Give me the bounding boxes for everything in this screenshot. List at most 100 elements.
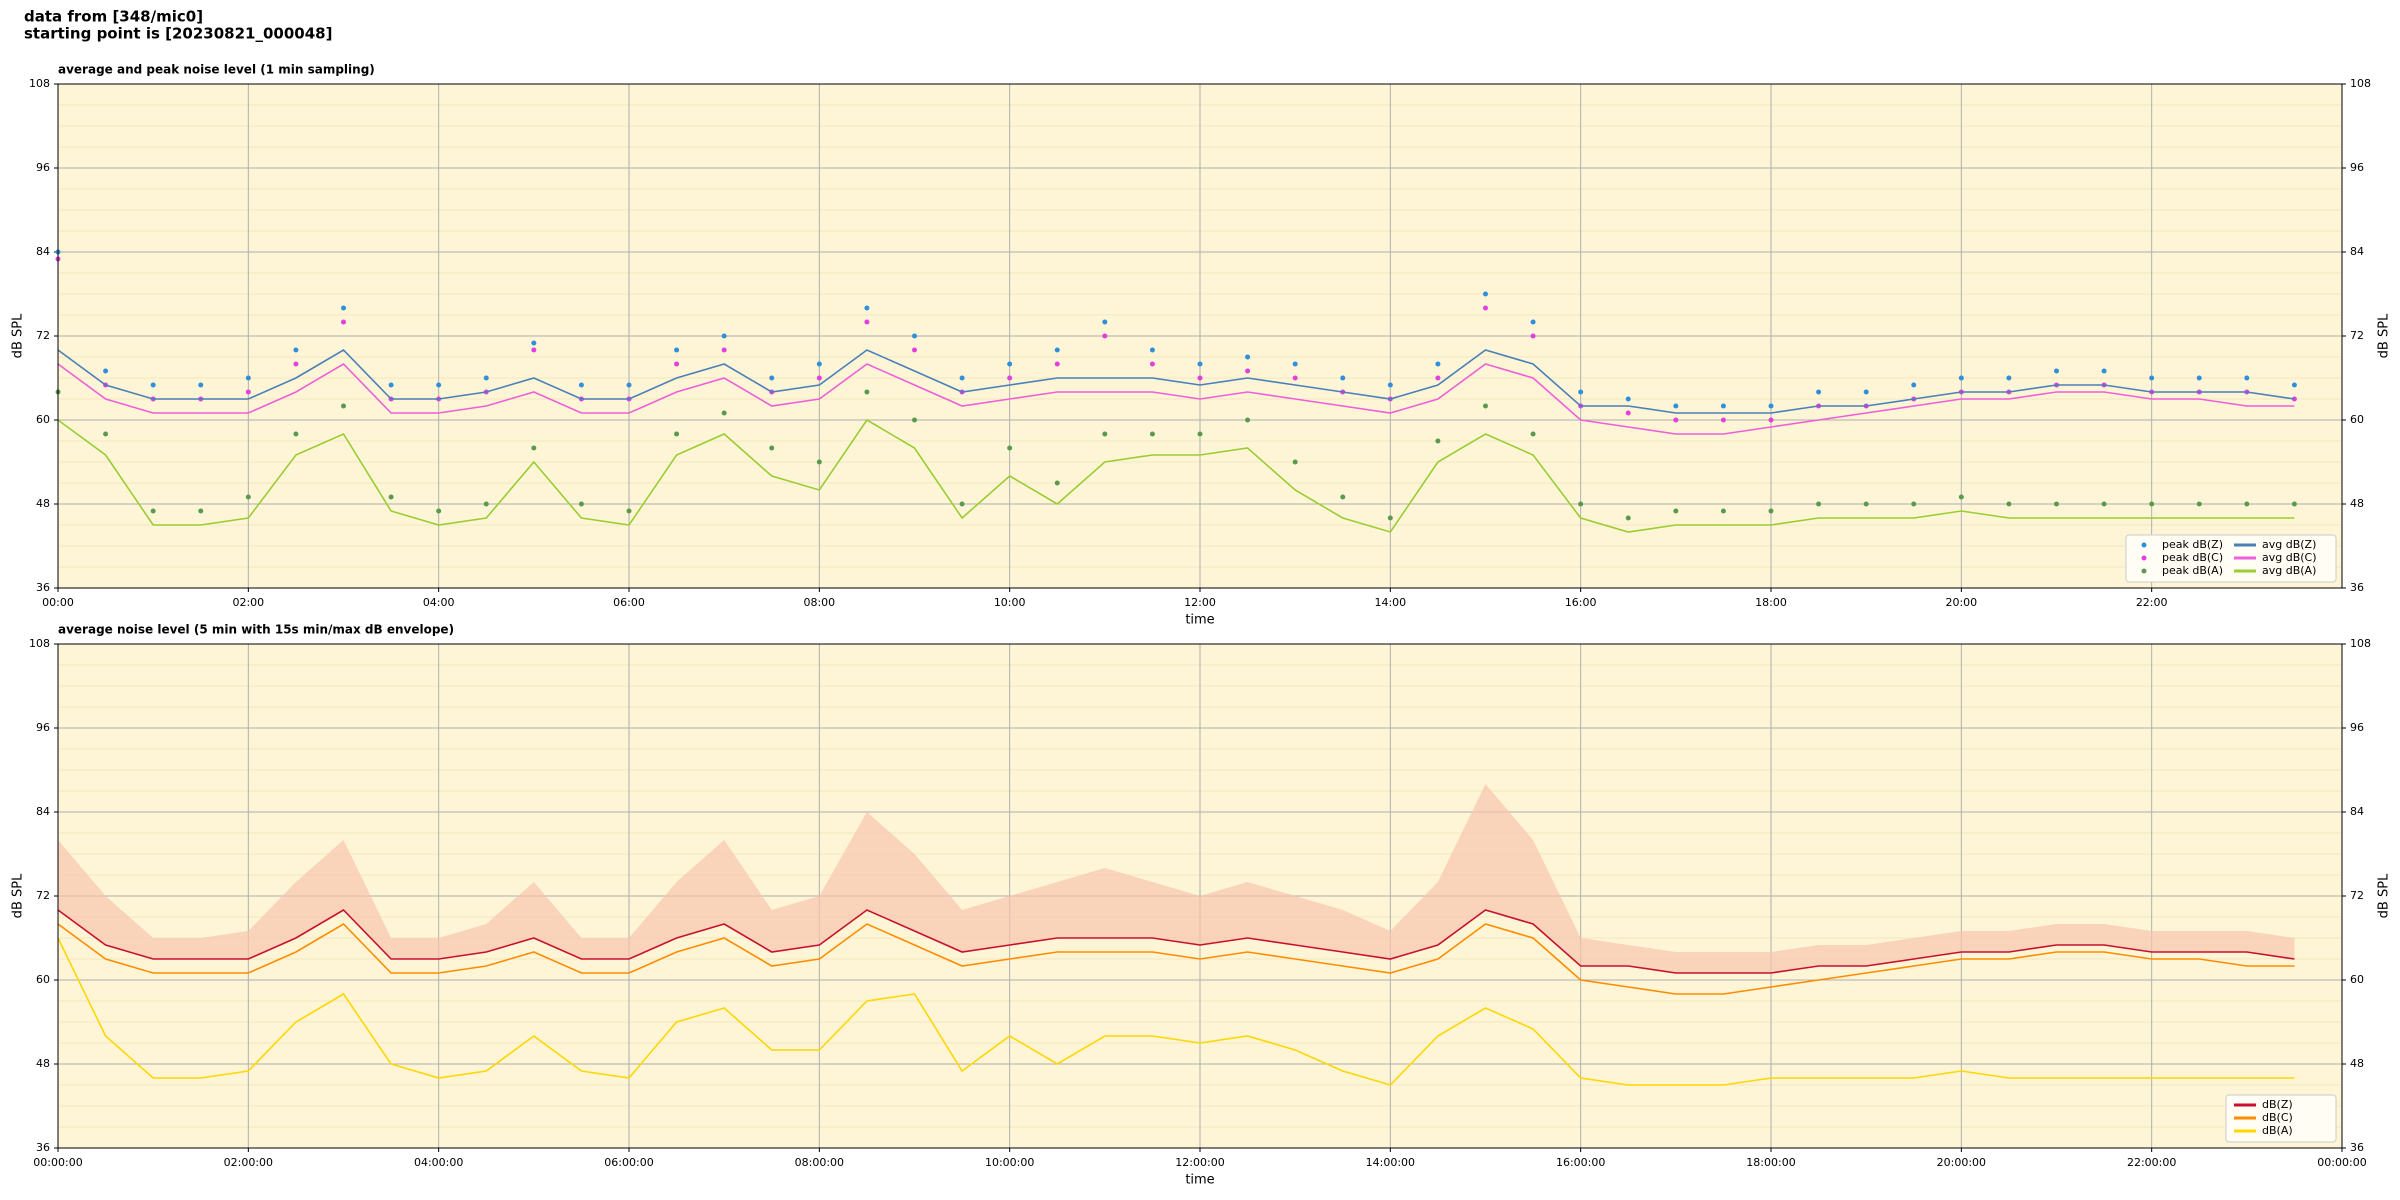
- x-tick-label: 00:00: [42, 596, 74, 609]
- peak-point: [721, 333, 727, 339]
- peak-point: [2149, 501, 2155, 507]
- peak-point: [1102, 333, 1108, 339]
- peak-point: [1673, 508, 1679, 514]
- y2-tick-label: 96: [2350, 161, 2364, 174]
- peak-point: [1530, 333, 1536, 339]
- legend-label: dB(C): [2262, 1111, 2293, 1124]
- peak-point: [1483, 291, 1488, 297]
- y-axis-label: dB SPL: [11, 873, 26, 918]
- peak-point: [1387, 382, 1393, 388]
- peak-point: [2006, 501, 2012, 507]
- y2-tick-label: 48: [2350, 497, 2364, 510]
- peak-point: [2054, 368, 2059, 374]
- peak-point: [1245, 368, 1251, 374]
- peak-point: [388, 382, 394, 388]
- peak-point: [578, 382, 584, 388]
- peak-point: [959, 501, 965, 507]
- y-tick-label: 84: [36, 805, 50, 818]
- peak-point: [1863, 501, 1869, 507]
- y2-tick-label: 72: [2350, 889, 2364, 902]
- peak-point: [912, 333, 917, 339]
- peak-point: [721, 410, 727, 416]
- legend-label: dB(Z): [2262, 1098, 2293, 1111]
- peak-point: [1007, 375, 1013, 381]
- y-axis-label: dB SPL: [11, 313, 26, 358]
- peak-point: [1530, 319, 1536, 325]
- legend-label: avg dB(A): [2262, 564, 2316, 577]
- legend-label: avg dB(Z): [2262, 538, 2316, 551]
- peak-point: [2244, 501, 2250, 507]
- peak-point: [578, 501, 584, 507]
- peak-point: [436, 508, 442, 514]
- peak-point: [483, 501, 489, 507]
- plot: 36 36 48 48 60 60 72 72 84 84 96 96 108 108 00:00:00 02…: [11, 623, 2392, 1188]
- y2-tick-label: 36: [2350, 581, 2364, 594]
- peak-point: [531, 340, 537, 346]
- chart-title: average and peak noise level (1 min samp…: [58, 63, 375, 77]
- peak-point: [1149, 347, 1155, 353]
- envelope: [58, 784, 2295, 973]
- chart-title: average noise level (5 min with 15s min/…: [58, 623, 454, 637]
- y2-tick-label: 96: [2350, 721, 2364, 734]
- peak-point: [1435, 438, 1441, 444]
- x-tick-label: 04:00: [423, 596, 455, 609]
- peak-point: [2101, 368, 2107, 374]
- peak-point: [1673, 417, 1679, 423]
- y2-tick-label: 60: [2350, 973, 2364, 986]
- peak-point: [2006, 375, 2012, 381]
- peak-point: [1483, 305, 1488, 311]
- legend: peak dB(Z)peak dB(C)peak dB(A)avg dB(Z)a…: [2125, 534, 2337, 583]
- peak-point: [769, 375, 775, 381]
- header-line: starting point is [20230821_000048]: [24, 25, 332, 43]
- y2-tick-label: 72: [2350, 329, 2364, 342]
- peak-point: [341, 319, 346, 325]
- plot-frame: [57, 83, 2343, 589]
- x-tick-label: 16:00: [1565, 596, 1597, 609]
- y-tick-label: 36: [36, 1141, 50, 1154]
- peak-point: [531, 445, 537, 451]
- x-tick-label: 04:00:00: [414, 1156, 463, 1169]
- peak-point: [2054, 501, 2059, 507]
- peak-point: [1578, 501, 1584, 507]
- peak-point: [483, 375, 489, 381]
- peak-point: [1102, 431, 1108, 437]
- peak-point: [1245, 417, 1251, 423]
- peak-point: [103, 368, 109, 374]
- series-line: [57, 348, 2295, 414]
- plot: 36 36 48 48 60 60 72 72 84 84 96 96 108 108 00:00 02:00…: [11, 63, 2392, 628]
- peak-point: [864, 319, 870, 325]
- y2-tick-label: 84: [2350, 805, 2364, 818]
- y-tick-label: 108: [29, 637, 50, 650]
- x-tick-label: 08:00: [803, 596, 835, 609]
- peak-point: [959, 375, 965, 381]
- legend-swatch: [2141, 542, 2147, 548]
- x-tick-label: 12:00: [1184, 596, 1216, 609]
- peak-point: [816, 375, 822, 381]
- peak-point: [1720, 417, 1726, 423]
- peak-point: [2244, 375, 2250, 381]
- x-tick-label: 18:00:00: [1746, 1156, 1795, 1169]
- peak-point: [1149, 361, 1155, 367]
- peak-point: [1530, 431, 1536, 437]
- peak-point: [1625, 410, 1631, 416]
- y-tick-label: 48: [36, 497, 50, 510]
- x-tick-label: 10:00:00: [985, 1156, 1034, 1169]
- peak-point: [1483, 403, 1488, 409]
- x-axis-label: time: [1185, 613, 1214, 628]
- y2-tick-label: 60: [2350, 413, 2364, 426]
- series-line: [57, 908, 2295, 974]
- y2-axis-label: dB SPL: [2377, 873, 2392, 918]
- peak-point: [1435, 361, 1441, 367]
- peak-point: [721, 347, 727, 353]
- peak-point: [1863, 389, 1869, 395]
- peak-point: [2196, 501, 2202, 507]
- y-tick-label: 96: [36, 161, 50, 174]
- peak-point: [1816, 389, 1822, 395]
- y-tick-label: 72: [36, 889, 50, 902]
- x-tick-label: 14:00: [1374, 596, 1406, 609]
- peak-point: [1197, 375, 1203, 381]
- peak-point: [2101, 501, 2107, 507]
- y-tick-label: 60: [36, 413, 50, 426]
- x-tick-label: 22:00:00: [2127, 1156, 2176, 1169]
- x-tick-label: 10:00: [994, 596, 1026, 609]
